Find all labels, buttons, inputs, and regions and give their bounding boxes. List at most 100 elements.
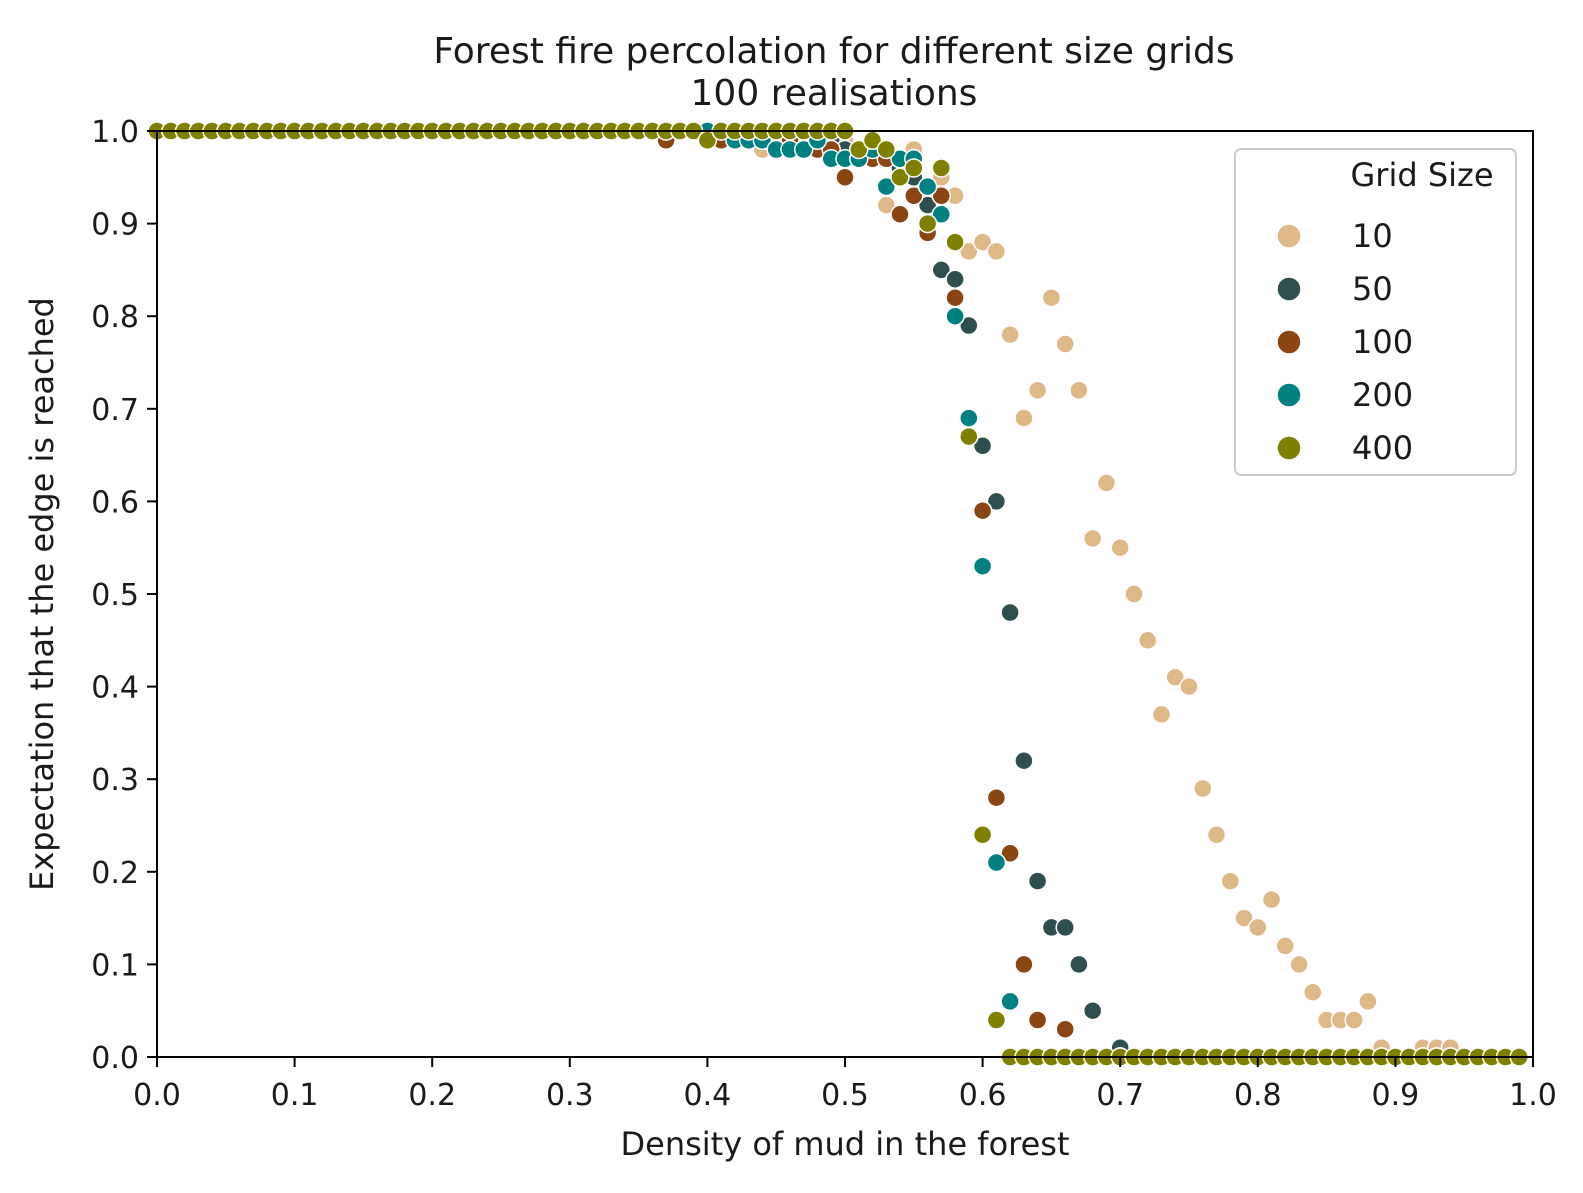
legend-title: Grid Size xyxy=(1350,156,1493,194)
data-point xyxy=(1041,287,1062,308)
data-point xyxy=(890,204,910,225)
chart-subtitle: 100 realisations xyxy=(691,73,978,114)
data-point xyxy=(986,1010,1007,1030)
data-point xyxy=(1358,991,1378,1012)
legend-label: 200 xyxy=(1352,376,1413,414)
plot-area xyxy=(147,121,1534,1067)
data-point xyxy=(904,186,924,206)
data-point xyxy=(972,232,993,252)
legend-item-10: 10 xyxy=(1276,217,1393,255)
data-points xyxy=(147,121,1529,1067)
data-point xyxy=(1000,324,1020,345)
x-tick-label: 0.0 xyxy=(133,1078,181,1113)
y-tick-label: 0.8 xyxy=(91,300,139,335)
data-point xyxy=(972,825,993,845)
data-point xyxy=(959,426,979,447)
data-point xyxy=(1096,473,1117,493)
legend-marker xyxy=(1276,329,1302,355)
data-point xyxy=(1000,602,1020,623)
x-tick-label: 0.9 xyxy=(1372,1078,1420,1113)
x-tick-label: 0.4 xyxy=(684,1078,732,1113)
y-axis-label: Expectation that the edge is reached xyxy=(23,297,61,891)
data-point xyxy=(1000,991,1020,1012)
data-point xyxy=(1193,778,1213,799)
data-point xyxy=(931,158,952,178)
data-point xyxy=(835,167,855,188)
data-point xyxy=(1055,1019,1075,1039)
data-point xyxy=(945,306,965,326)
x-tick-label: 0.3 xyxy=(546,1078,594,1113)
data-point xyxy=(972,500,993,521)
legend-marker xyxy=(1276,382,1302,408)
data-point xyxy=(1027,871,1048,891)
data-point xyxy=(972,436,993,456)
data-point xyxy=(945,287,965,308)
data-point xyxy=(1165,667,1185,688)
x-tick-label: 0.6 xyxy=(959,1078,1007,1113)
data-point xyxy=(1082,1000,1103,1021)
data-point xyxy=(931,260,952,280)
data-point xyxy=(945,269,965,289)
data-point xyxy=(917,213,938,234)
legend-marker xyxy=(1276,435,1302,461)
x-tick-label: 0.1 xyxy=(271,1078,319,1113)
data-point xyxy=(986,852,1007,873)
legend-items: 10 50 100 200 400 xyxy=(1276,217,1413,467)
data-point xyxy=(849,139,869,160)
data-point xyxy=(1069,954,1089,975)
y-tick-label: 0.7 xyxy=(91,393,139,428)
data-point xyxy=(904,158,924,178)
y-tick-label: 0.6 xyxy=(91,485,139,520)
data-point xyxy=(1137,630,1158,651)
legend-item-200: 200 xyxy=(1276,376,1413,414)
data-point xyxy=(1055,917,1075,938)
y-tick-label: 0.0 xyxy=(91,1041,139,1076)
data-point xyxy=(1124,584,1144,604)
data-point xyxy=(986,787,1007,808)
legend-item-100: 100 xyxy=(1276,323,1413,361)
data-point xyxy=(959,241,979,262)
x-tick-label: 0.2 xyxy=(408,1078,456,1113)
data-point xyxy=(1220,871,1241,891)
data-point xyxy=(1014,750,1034,771)
y-tick-label: 1.0 xyxy=(91,115,139,150)
data-point xyxy=(917,176,938,197)
x-tick-label: 0.7 xyxy=(1096,1078,1144,1113)
data-point xyxy=(1014,408,1034,428)
y-axis-ticks: 0.0 0.1 0.2 0.3 0.4 0.5 0.6 0.7 0.8 0.9 1.0 xyxy=(91,115,157,1076)
data-point xyxy=(931,204,952,225)
data-point xyxy=(986,241,1007,262)
legend-frame xyxy=(1234,148,1517,476)
legend-label: 100 xyxy=(1352,323,1413,361)
data-point xyxy=(1151,704,1172,725)
data-point xyxy=(1275,936,1296,956)
data-point xyxy=(1069,380,1089,401)
data-point xyxy=(1082,528,1103,549)
data-point xyxy=(986,491,1007,512)
x-tick-label: 1.0 xyxy=(1509,1078,1557,1113)
data-point xyxy=(1179,676,1199,697)
legend-marker xyxy=(1276,276,1302,302)
data-point xyxy=(1344,1010,1364,1030)
data-point xyxy=(1261,889,1282,910)
x-axis-label: Density of mud in the forest xyxy=(620,1125,1069,1163)
y-tick-label: 0.3 xyxy=(91,763,139,798)
legend-item-50: 50 xyxy=(1276,270,1393,308)
legend-marker xyxy=(1276,223,1302,249)
data-point xyxy=(1014,954,1034,975)
data-point xyxy=(890,167,910,188)
data-point xyxy=(1055,334,1075,354)
data-point xyxy=(1289,954,1309,975)
legend-item-400: 400 xyxy=(1276,429,1413,467)
data-point xyxy=(1027,1010,1048,1030)
chart-title: Forest fire percolation for different si… xyxy=(433,31,1234,72)
data-point xyxy=(972,556,993,576)
legend: Grid Size 10 50 100 200 400 xyxy=(1234,148,1517,476)
data-point xyxy=(1027,380,1048,401)
data-point xyxy=(1234,908,1254,928)
y-tick-label: 0.1 xyxy=(91,948,139,983)
x-tick-label: 0.5 xyxy=(821,1078,869,1113)
legend-label: 50 xyxy=(1352,270,1393,308)
data-point xyxy=(1000,843,1020,864)
